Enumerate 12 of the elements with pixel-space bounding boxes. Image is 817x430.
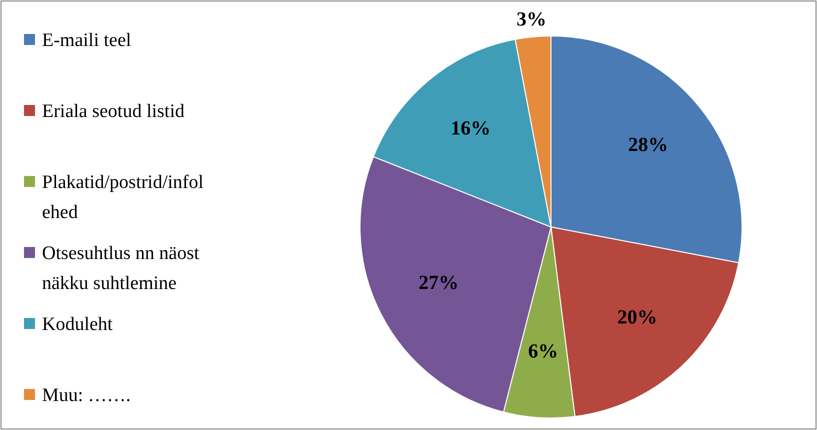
data-label: 16% — [450, 117, 491, 140]
data-label: 3% — [516, 8, 547, 31]
legend-label: Otsesuhtlus nn näost näkku suhtlemine — [42, 243, 200, 294]
legend-label: E-maili teel — [42, 30, 132, 52]
legend-label: Koduleht — [42, 314, 114, 336]
data-label: 6% — [528, 340, 558, 362]
data-label: 20% — [617, 306, 658, 328]
legend-label: Plakatid/postrid/infolehed — [42, 172, 204, 224]
legend-label: Muu: ……. — [42, 385, 131, 406]
data-label: 28% — [628, 134, 668, 156]
data-label: 27% — [418, 272, 459, 294]
legend-label: Eriala seotud listid — [42, 101, 185, 122]
